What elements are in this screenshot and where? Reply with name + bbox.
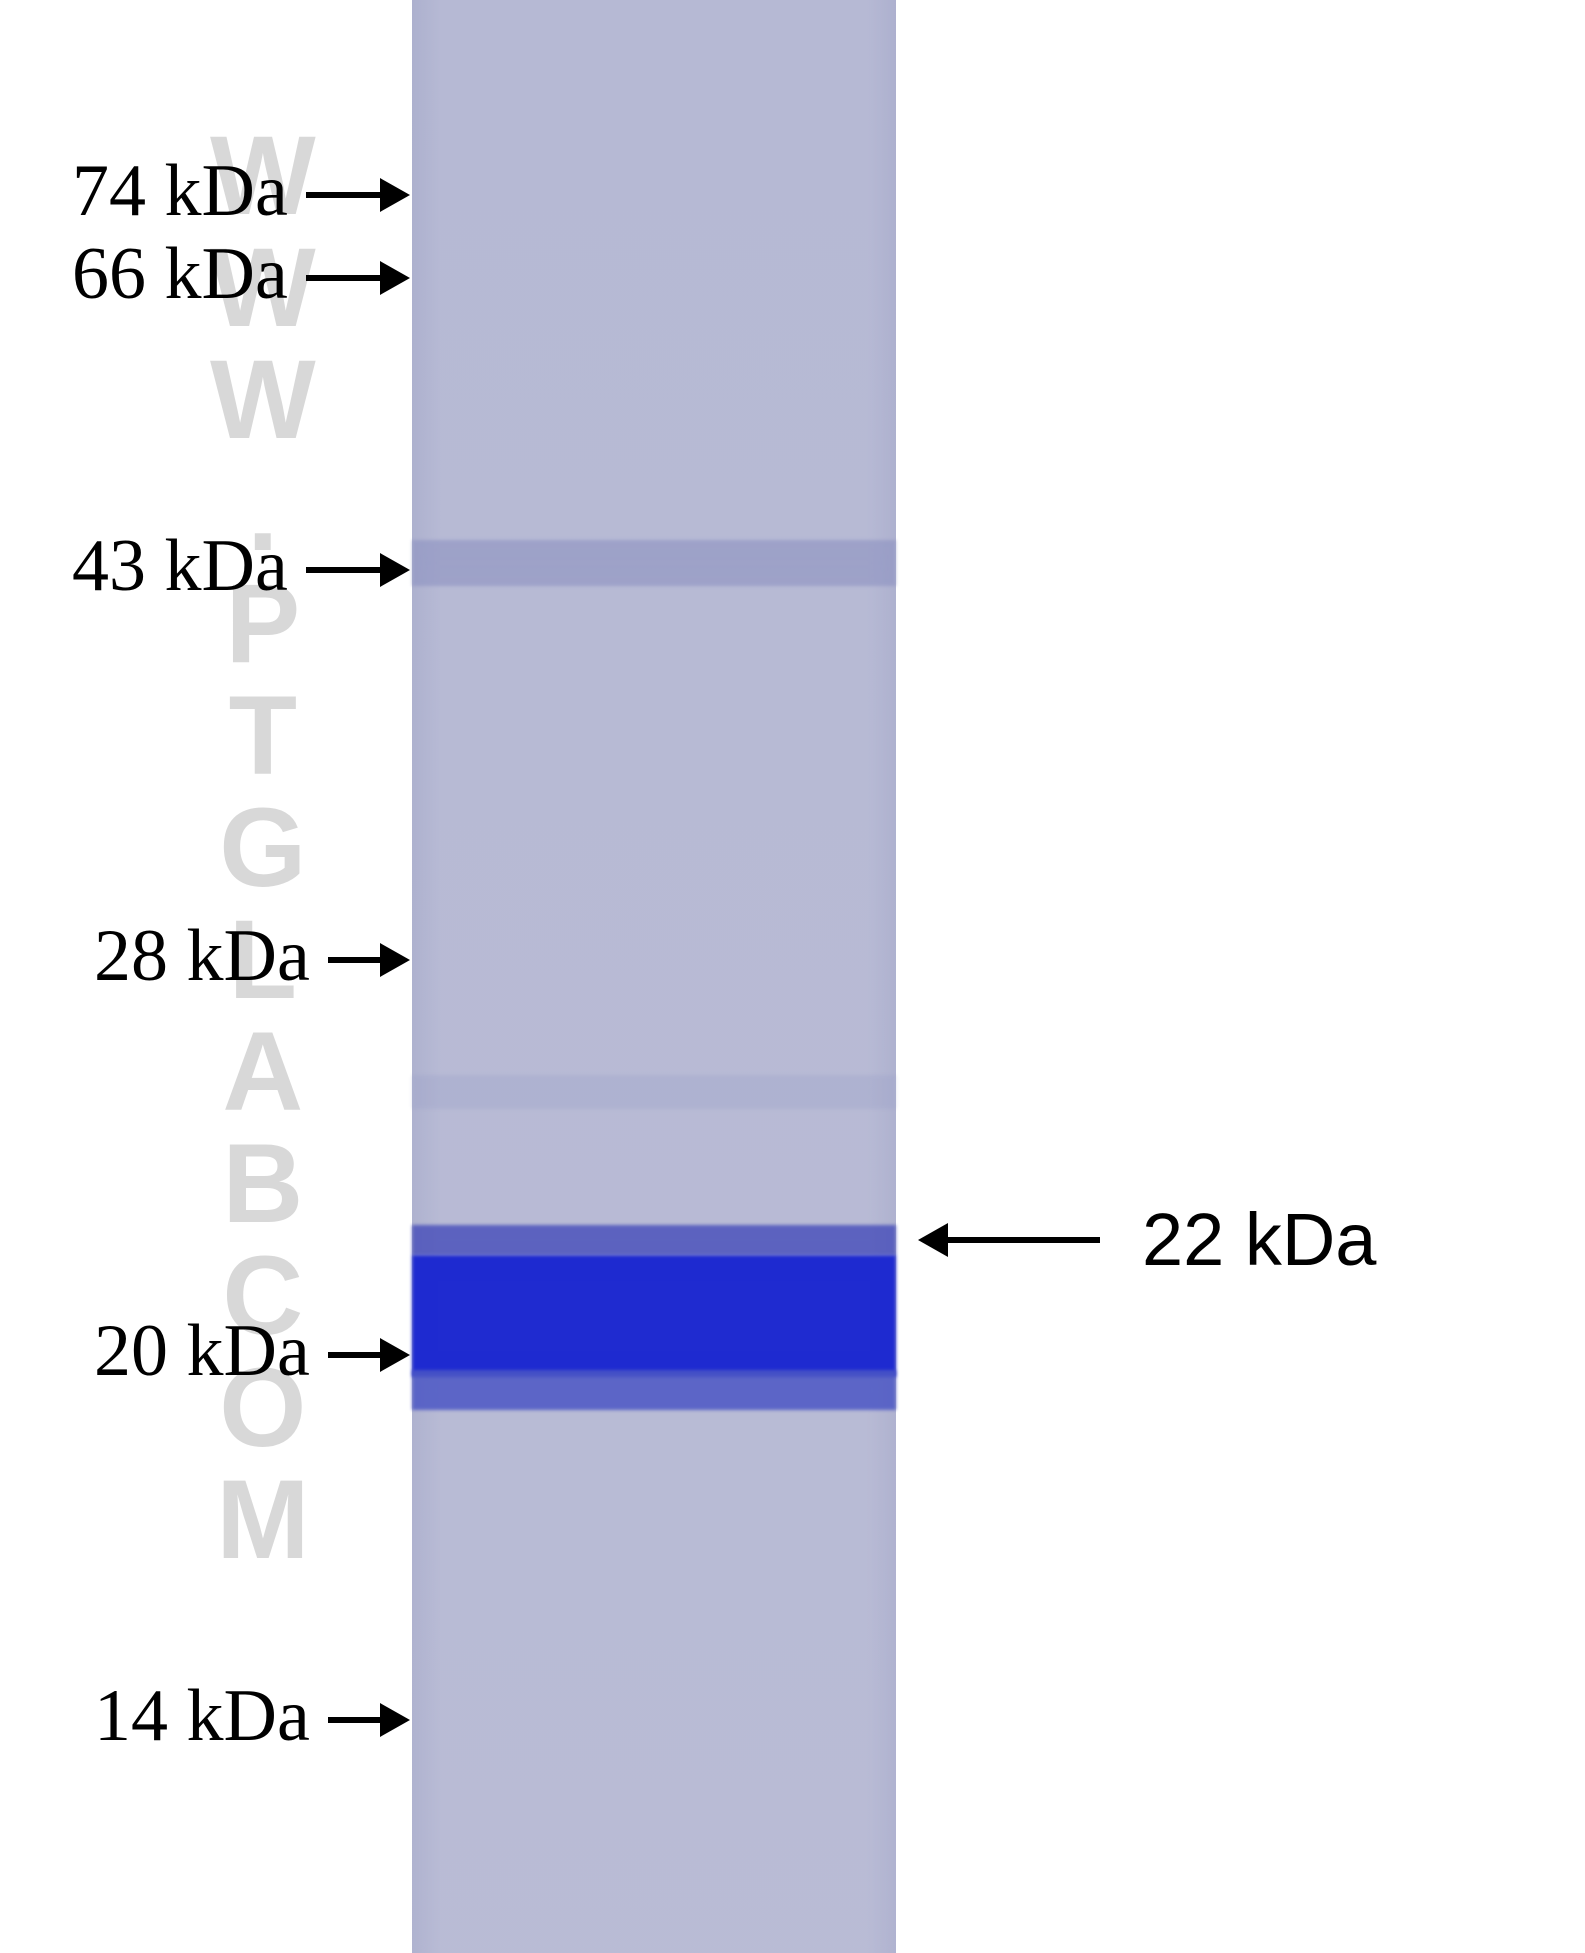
marker-label: 20 kDa bbox=[94, 1309, 310, 1394]
watermark-letter: G bbox=[210, 792, 316, 904]
marker-label: 66 kDa bbox=[72, 232, 288, 317]
band-faint-band-28 bbox=[412, 1075, 896, 1109]
marker-label: 14 kDa bbox=[94, 1674, 310, 1759]
sample-band-label: 22 kDa bbox=[1142, 1197, 1376, 1282]
marker-label: 43 kDa bbox=[72, 524, 288, 609]
marker-arrow bbox=[306, 192, 388, 198]
marker-arrow bbox=[306, 567, 388, 573]
gel-canvas: WWW.PTGLABCOM 74 kDa66 kDa43 kDa28 kDa20… bbox=[0, 0, 1585, 1953]
band-main-band-22 bbox=[412, 1255, 896, 1377]
marker-label: 74 kDa bbox=[72, 149, 288, 234]
watermark-letter: B bbox=[210, 1128, 316, 1240]
watermark-letter: T bbox=[210, 680, 316, 792]
watermark-letter: W bbox=[210, 344, 316, 456]
band-faint-band-43 bbox=[412, 540, 896, 586]
marker-arrow bbox=[328, 957, 388, 963]
marker-label: 28 kDa bbox=[94, 914, 310, 999]
marker-arrow bbox=[306, 275, 388, 281]
lane-vertical-tint bbox=[412, 0, 896, 1953]
gel-lane bbox=[412, 0, 896, 1953]
band-main-band-22-top bbox=[412, 1225, 896, 1255]
sample-arrow bbox=[940, 1237, 1100, 1243]
watermark-letter: A bbox=[210, 1016, 316, 1128]
watermark-letter: M bbox=[210, 1464, 316, 1576]
marker-arrow bbox=[328, 1717, 388, 1723]
band-main-band-22-bottom bbox=[412, 1370, 896, 1410]
marker-arrow bbox=[328, 1352, 388, 1358]
